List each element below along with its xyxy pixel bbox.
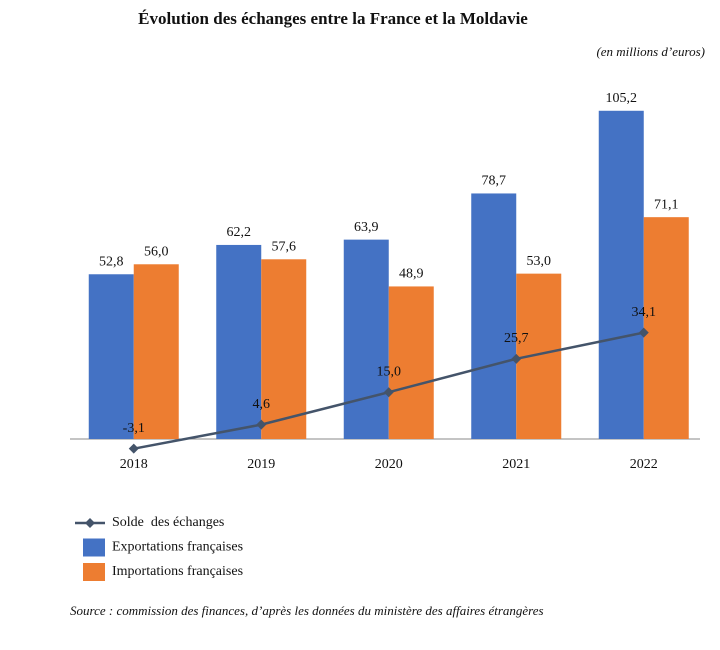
marker bbox=[128, 443, 139, 454]
data-label: 25,7 bbox=[504, 331, 529, 346]
legend-swatch bbox=[83, 563, 105, 581]
x-tick-label: 2022 bbox=[630, 457, 658, 472]
bar bbox=[343, 239, 389, 439]
data-label: 63,9 bbox=[354, 220, 379, 235]
legend-label: Importations françaises bbox=[112, 564, 243, 579]
bar bbox=[261, 259, 307, 439]
data-label: 15,0 bbox=[377, 364, 402, 379]
data-label: -3,1 bbox=[123, 421, 145, 436]
legend-label: Exportations françaises bbox=[112, 540, 243, 555]
data-label: 52,8 bbox=[99, 254, 124, 269]
data-label: 71,1 bbox=[654, 197, 679, 212]
x-tick-label: 2021 bbox=[502, 457, 530, 472]
bar bbox=[598, 110, 644, 439]
marker bbox=[638, 327, 649, 338]
legend-marker bbox=[85, 518, 95, 528]
bar bbox=[471, 193, 517, 439]
x-tick-label: 2020 bbox=[375, 457, 403, 472]
data-label: 56,0 bbox=[144, 244, 169, 259]
data-label: 62,2 bbox=[227, 225, 252, 240]
bar bbox=[643, 217, 689, 439]
chart-title: Évolution des échanges entre la France e… bbox=[138, 9, 528, 28]
chart-subtitle: (en millions d’euros) bbox=[596, 44, 705, 59]
data-label: 34,1 bbox=[632, 305, 657, 320]
bar bbox=[88, 274, 134, 439]
legend-swatch bbox=[83, 538, 105, 557]
bar bbox=[133, 264, 179, 439]
data-label: 48,9 bbox=[399, 267, 424, 282]
data-label: 4,6 bbox=[253, 397, 271, 412]
x-tick-label: 2019 bbox=[247, 457, 275, 472]
marker bbox=[256, 419, 267, 430]
legend-label: Solde des échanges bbox=[112, 515, 224, 530]
marker bbox=[383, 387, 394, 398]
x-tick-label: 2018 bbox=[120, 457, 148, 472]
data-label: 78,7 bbox=[482, 174, 507, 189]
marker bbox=[511, 353, 522, 364]
data-label: 53,0 bbox=[527, 254, 552, 269]
source-note: Source : commission des finances, d’aprè… bbox=[70, 603, 544, 618]
data-label: 57,6 bbox=[272, 240, 297, 255]
bar bbox=[388, 286, 434, 439]
data-label: 105,2 bbox=[606, 91, 638, 106]
bar bbox=[216, 244, 262, 439]
